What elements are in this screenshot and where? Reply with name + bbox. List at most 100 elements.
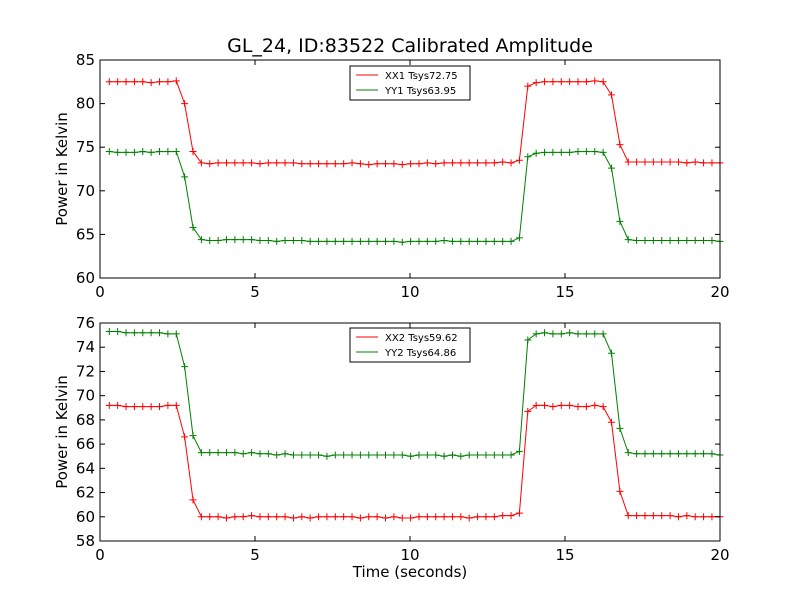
data-point [557,148,565,156]
y-tick-label: 65 [76,225,95,243]
data-point [331,160,339,168]
data-point [683,159,691,167]
data-point [557,78,565,86]
data-point [691,450,699,458]
y-tick-label: 62 [76,484,95,502]
data-point [683,237,691,245]
data-point [649,512,657,520]
data-point [641,512,649,520]
data-point [432,160,440,168]
data-point [222,236,230,244]
data-point [231,236,239,244]
data-point [591,330,599,338]
data-point [323,160,331,168]
legend-box [349,327,471,363]
data-point [674,158,682,166]
data-point [541,78,549,86]
x-tick-label: 0 [95,283,105,301]
data-point [398,451,406,459]
data-point [591,148,599,156]
data-point [231,449,239,457]
data-point [499,451,507,459]
data-point [440,452,448,460]
data-point [172,330,180,338]
data-point [105,401,113,409]
data-point [222,159,230,167]
data-point [222,449,230,457]
plot-frame [99,322,721,542]
data-point [608,418,615,426]
data-point [683,450,691,458]
data-point [239,513,247,521]
data-point [658,450,666,458]
data-point [256,450,264,458]
data-point [507,451,515,459]
data-point [524,153,532,161]
data-point [666,237,674,245]
plot-frame [99,59,721,279]
data-point [566,329,574,337]
data-point [147,329,155,337]
data-point [164,148,172,156]
y-tick-label: 70 [76,387,95,405]
data-point [147,148,155,156]
data-point [624,449,632,457]
data-point [264,513,272,521]
data-point [499,237,507,245]
data-point [608,91,615,99]
data-point [633,158,641,166]
data-point [582,403,590,411]
data-point [415,160,423,168]
data-point [624,236,632,244]
data-point [474,451,482,459]
data-point [482,451,490,459]
data-point [490,237,498,245]
legend-entry-1: XX1 Tsys72.75 [356,71,458,82]
data-point [231,159,239,167]
data-point [298,237,306,245]
data-point [649,237,657,245]
data-point [398,238,406,246]
data-point [599,78,607,86]
data-point [465,237,473,245]
data-point [105,148,113,156]
legend-label: YY2 Tsys64.86 [384,348,456,359]
data-point [315,451,323,459]
data-point [599,148,607,156]
data-point [691,158,699,166]
x-tick-label: 5 [250,546,260,564]
data-point [398,514,406,522]
data-point [289,451,297,459]
data-point [248,236,256,244]
data-point [172,77,180,85]
x-tick-label: 20 [710,546,729,564]
data-point [256,237,264,245]
data-point [708,450,716,458]
data-point [432,237,440,245]
data-point [549,78,557,86]
data-point [649,450,657,458]
data-point [398,161,406,169]
data-point [666,450,674,458]
data-point [365,513,373,521]
data-point [147,79,155,87]
data-point [440,159,448,167]
data-point [624,158,632,166]
x-tick-label: 15 [555,283,574,301]
legend-entry-2: YY1 Tsys63.95 [356,86,456,97]
data-point [214,159,222,167]
data-point [507,237,515,245]
x-tick-label: 10 [400,283,419,301]
data-point [515,509,523,517]
data-point [415,237,423,245]
legend: XX2 Tsys59.62 YY2 Tsys64.86 [349,327,471,363]
data-point [566,78,574,86]
data-point [264,159,272,167]
data-point [289,514,297,522]
data-point [206,513,214,521]
data-point [289,159,297,167]
x-tick-label: 15 [555,546,574,564]
y-tick-label: 75 [76,138,95,156]
data-point [114,78,122,86]
data-point [700,450,708,458]
